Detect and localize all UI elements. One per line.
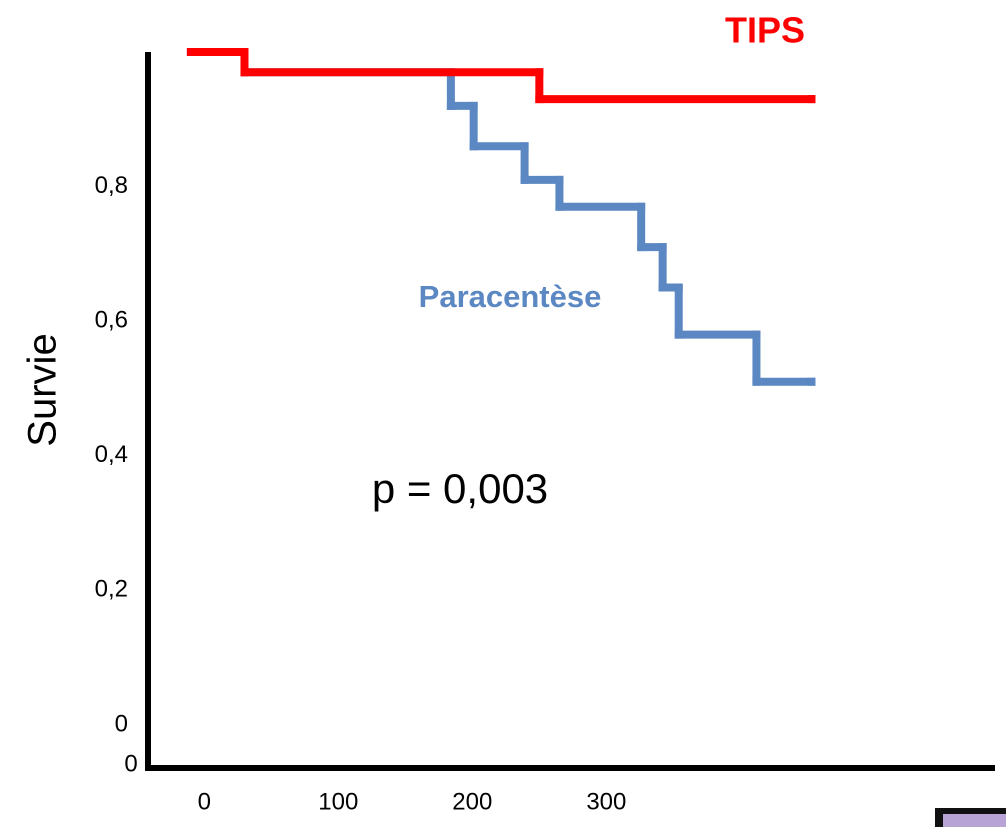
- y-tick-label: 0,4: [95, 441, 128, 468]
- series-label: Paracentèse: [419, 279, 602, 314]
- x-tick-label: 200: [452, 788, 492, 815]
- x-tick-label: 0: [198, 788, 211, 815]
- y-tick-label: 0: [115, 710, 128, 737]
- x-tick-label: 100: [318, 788, 358, 815]
- origin-label: 0: [124, 750, 137, 777]
- corner-image-inner: [943, 814, 1006, 827]
- y-tick-label: 0,8: [95, 172, 128, 199]
- y-axis-label: Survie: [21, 333, 65, 446]
- x-tick-label: 300: [586, 788, 626, 815]
- y-tick-label: 0,2: [95, 576, 128, 603]
- y-tick-label: 0,6: [95, 307, 128, 334]
- series-label: TIPS: [725, 10, 805, 51]
- p-value: p = 0,003: [372, 465, 548, 512]
